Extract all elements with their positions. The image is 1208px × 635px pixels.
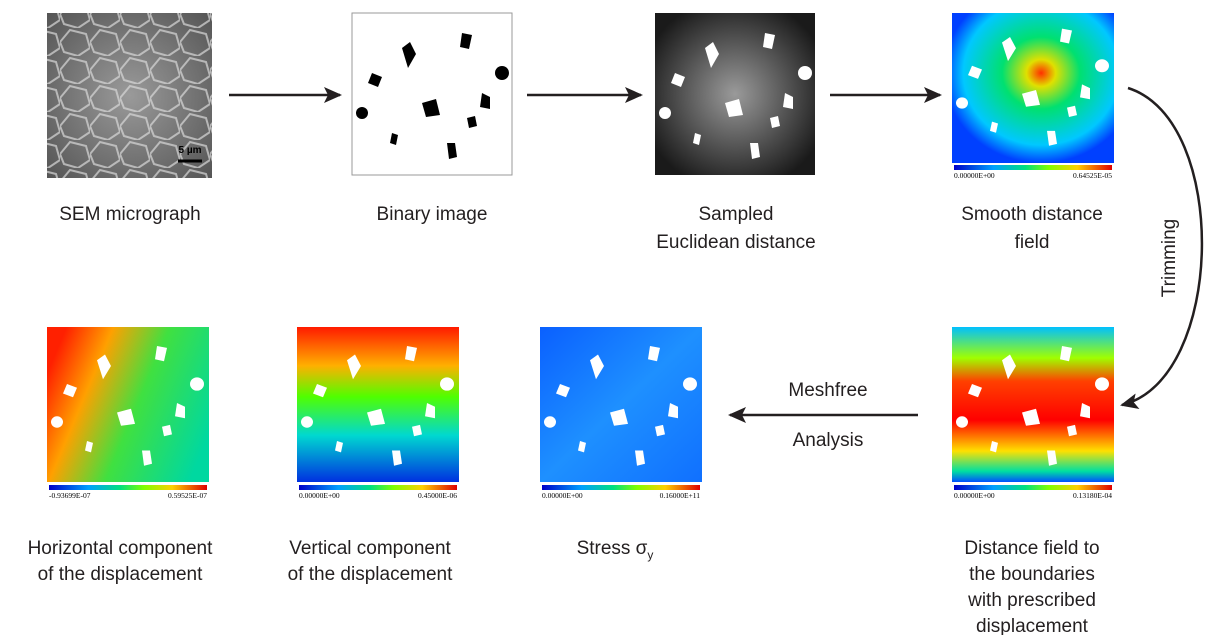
colorbar-min: 0.00000E+00 — [954, 171, 995, 180]
sem-image: 5 µm — [47, 13, 212, 178]
horizontal-image — [47, 327, 209, 490]
binary-image — [352, 13, 512, 175]
node-label: Sampled — [699, 204, 774, 225]
node-label: the boundaries — [969, 564, 1095, 585]
label-text: Stress σ — [577, 538, 648, 559]
colorbar-min: -0.93699E-07 — [49, 491, 91, 500]
vertical-image — [297, 327, 459, 490]
node-label: of the displacement — [38, 564, 203, 585]
colorbar-min: 0.00000E+00 — [542, 491, 583, 500]
distance-boundary-image — [952, 327, 1114, 490]
colorbar-max: 0.59525E-07 — [168, 491, 207, 500]
node-label: displacement — [976, 616, 1089, 635]
node-label: SEM micrograph — [59, 204, 201, 225]
node-label: with prescribed — [967, 590, 1096, 611]
node-label: Smooth distance — [961, 204, 1103, 225]
colorbar-max: 0.16000E+11 — [660, 491, 701, 500]
node-label: Binary image — [377, 204, 488, 225]
edge-label: Analysis — [793, 430, 864, 451]
diagram: 5 µm 0.00000E+00 0.64525E-05 0.00000E+00… — [0, 0, 1208, 635]
node-label: of the displacement — [288, 564, 453, 585]
stress-image — [540, 327, 702, 490]
colorbar-max: 0.64525E-05 — [1073, 171, 1112, 180]
colorbar-min: 0.00000E+00 — [299, 491, 340, 500]
node-label: Distance field to — [964, 538, 1099, 559]
colorbar-min: 0.00000E+00 — [954, 491, 995, 500]
node-label: Stress σy — [577, 538, 654, 562]
node-label: Horizontal component — [28, 538, 214, 559]
colorbar-max: 0.45000E-06 — [418, 491, 457, 500]
node-label: Euclidean distance — [656, 232, 816, 253]
colorbar-max: 0.13180E-04 — [1073, 491, 1112, 500]
distance-image — [655, 13, 815, 175]
node-label: field — [1015, 232, 1050, 253]
edge-label: Meshfree — [788, 380, 867, 401]
label-subscript: y — [647, 548, 653, 562]
smooth-field-image — [952, 13, 1114, 170]
scale-bar-label: 5 µm — [179, 145, 202, 156]
node-label: Vertical component — [289, 538, 451, 559]
edge-label: Trimming — [1159, 219, 1180, 297]
